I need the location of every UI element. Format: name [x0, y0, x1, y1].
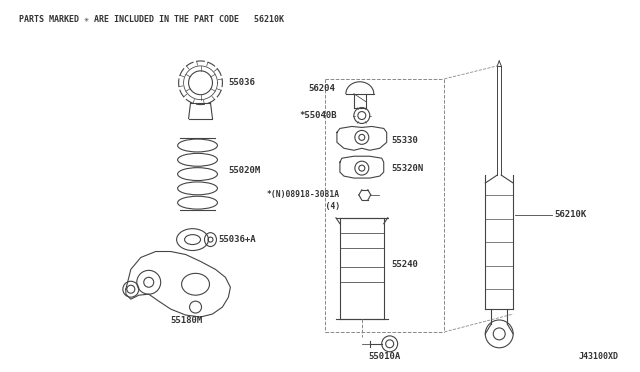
Text: 56210K: 56210K — [554, 210, 586, 219]
Text: *55040B: *55040B — [300, 111, 337, 120]
Text: 56204: 56204 — [308, 84, 335, 93]
Text: *(N)08918-3081A: *(N)08918-3081A — [267, 190, 340, 199]
Text: 55240: 55240 — [392, 260, 419, 269]
Text: 55330: 55330 — [392, 136, 419, 145]
Text: J43100XD: J43100XD — [579, 352, 619, 361]
Text: 55010A: 55010A — [369, 352, 401, 361]
Text: PARTS MARKED ✳ ARE INCLUDED IN THE PART CODE   56210K: PARTS MARKED ✳ ARE INCLUDED IN THE PART … — [19, 15, 284, 24]
Text: 55036+A: 55036+A — [218, 235, 256, 244]
Text: 55020M: 55020M — [228, 166, 260, 174]
Text: 55036: 55036 — [228, 78, 255, 87]
Text: 55180M: 55180M — [171, 317, 203, 326]
Text: (4): (4) — [306, 202, 340, 211]
Text: 55320N: 55320N — [392, 164, 424, 173]
